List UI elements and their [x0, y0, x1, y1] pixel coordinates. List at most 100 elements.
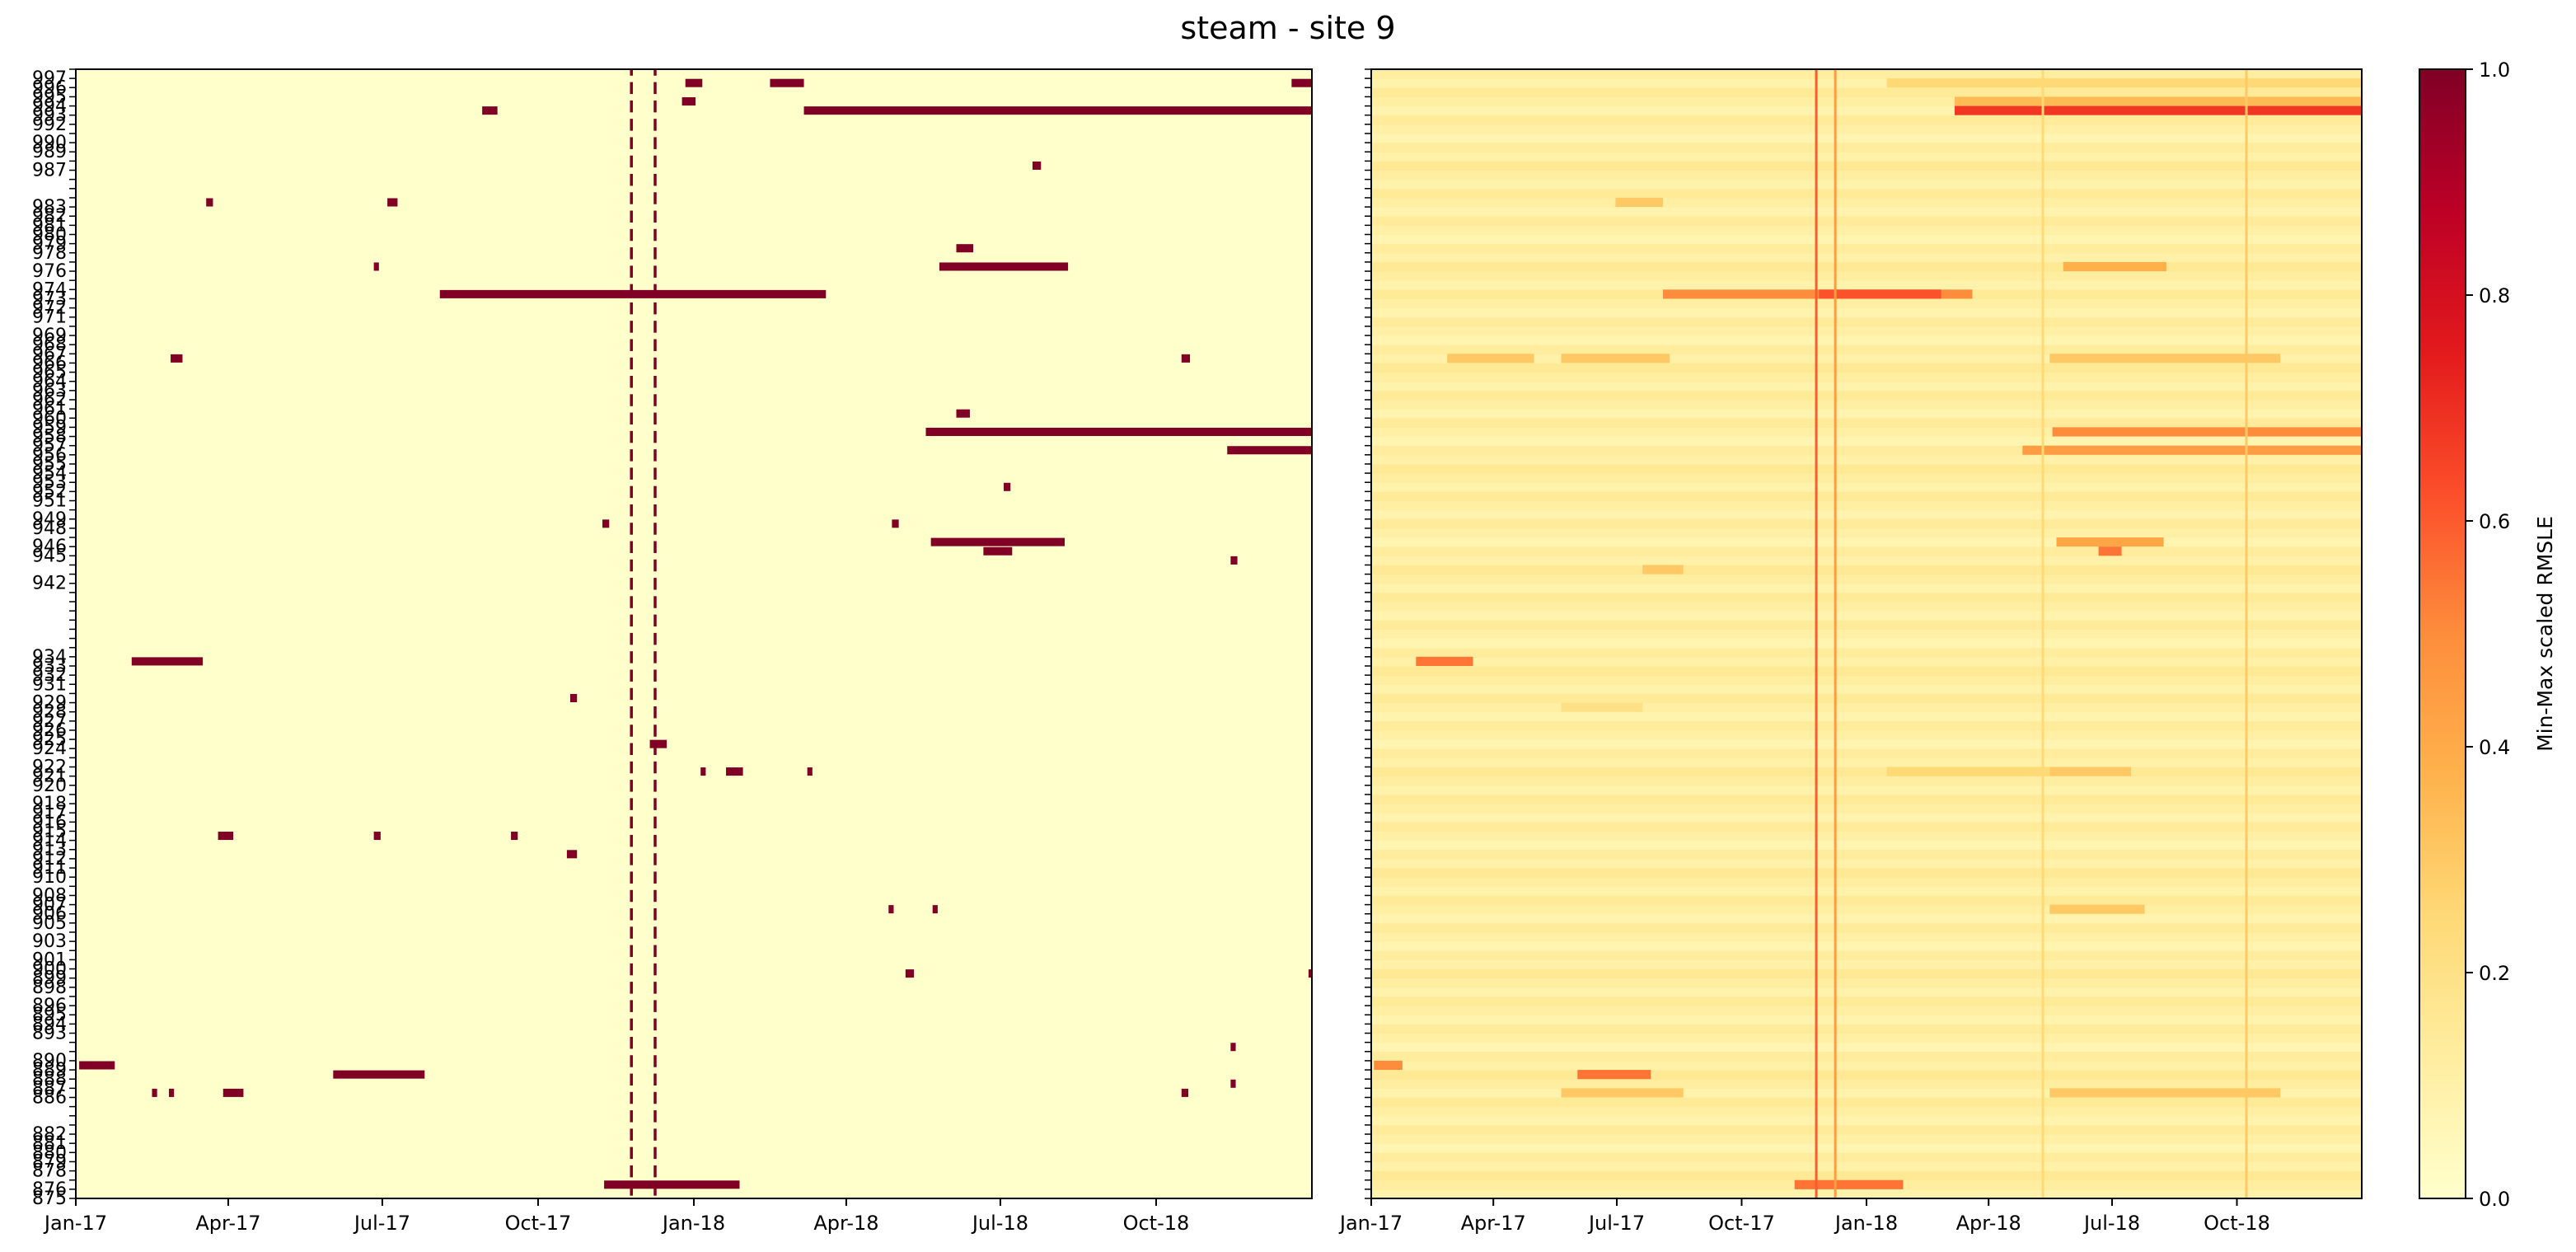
anomaly-segment: [803, 106, 1312, 115]
y-tick-label: 954: [32, 463, 67, 484]
anomaly-spike-mark: [653, 541, 657, 553]
anomaly-segment: [925, 427, 1312, 436]
y-tick-label: 933: [32, 656, 67, 677]
right-x-tick-label: Jan-17: [1338, 1212, 1403, 1235]
anomaly-spike-mark: [630, 1055, 633, 1067]
colorbar: 0.0 0.2 0.4 0.6 0.8 1.0 Min-Max scaled RMSLE: [2419, 59, 2557, 1211]
rmsle-row-band: [1371, 776, 2362, 786]
rmsle-row-band: [1371, 931, 2362, 942]
y-tick-label: 964: [32, 372, 67, 392]
rmsle-row-band: [1371, 665, 2362, 676]
anomaly-spike-mark: [653, 173, 657, 186]
y-tick-label: 880: [32, 1142, 67, 1163]
rmsle-row-band: [1371, 106, 2362, 116]
rmsle-patch: [1615, 197, 1664, 208]
y-tick-label: 921: [32, 767, 67, 787]
anomaly-segment: [807, 767, 813, 776]
rmsle-row-band: [1371, 87, 2362, 97]
anomaly-spike-mark: [630, 1091, 633, 1104]
rmsle-row-band: [1371, 959, 2362, 970]
colorbar-tick-label: 0.4: [2479, 736, 2510, 759]
anomaly-spike-mark: [630, 559, 633, 572]
anomaly-segment: [222, 1088, 244, 1097]
rmsle-row-band: [1371, 647, 2362, 658]
rmsle-patch: [1886, 767, 2050, 776]
y-tick-label: 889: [32, 1060, 67, 1081]
y-tick-label: 976: [32, 261, 67, 282]
rmsle-row-band: [1371, 602, 2362, 612]
y-tick-label: 931: [32, 674, 67, 695]
colorbar-tick-label: 0.8: [2479, 284, 2510, 307]
y-tick-label: 973: [32, 288, 67, 309]
anomaly-segment: [1181, 354, 1191, 363]
y-tick-label: 956: [32, 445, 67, 466]
y-tick-label: 896: [32, 996, 67, 1016]
rmsle-row-band: [1371, 1051, 2362, 1062]
y-tick-label: 898: [32, 978, 67, 998]
rmsle-row-band: [1371, 354, 2362, 363]
anomaly-segment: [570, 1199, 575, 1207]
anomaly-spike-mark: [653, 504, 657, 517]
anomaly-segment: [169, 1088, 175, 1097]
anomaly-spike-mark: [653, 1000, 657, 1012]
rmsle-row-band: [1371, 78, 2362, 88]
anomaly-segment: [939, 262, 1069, 271]
anomaly-spike-mark: [653, 963, 657, 976]
rmsle-row-band: [1371, 143, 2362, 152]
left-x-tick-label: Oct-18: [1123, 1212, 1190, 1235]
anomaly-spike-mark: [653, 284, 657, 297]
rmsle-row-band: [1371, 1042, 2362, 1053]
rmsle-row-band: [1371, 409, 2362, 419]
anomaly-spike-mark: [630, 724, 633, 737]
y-tick-label: 903: [32, 931, 67, 952]
left-x-tick-label: Jan-17: [43, 1212, 107, 1235]
anomaly-segment: [131, 657, 204, 666]
anomaly-segment: [511, 832, 518, 841]
anomaly-spike-mark: [630, 523, 633, 535]
y-tick-label: 917: [32, 803, 67, 823]
anomaly-segment: [602, 519, 610, 528]
rmsle-row-band: [1371, 537, 2362, 547]
rmsle-row-band: [1371, 335, 2362, 345]
rmsle-row-band: [1371, 611, 2362, 621]
y-tick-label: 997: [32, 68, 67, 89]
rmsle-row-band: [1371, 473, 2362, 483]
rmsle-row-band: [1371, 326, 2362, 336]
rmsle-row-band: [1371, 711, 2362, 722]
y-tick-label: 899: [32, 968, 67, 989]
y-tick-label: 900: [32, 959, 67, 980]
y-tick-label: 895: [32, 1005, 67, 1025]
rmsle-row-band: [1371, 252, 2362, 263]
rmsle-row-band: [1371, 261, 2362, 272]
colorbar-tick-label: 1.0: [2479, 59, 2510, 82]
rmsle-row-band: [1371, 509, 2362, 520]
anomaly-segment: [956, 244, 974, 253]
rmsle-patch: [2063, 261, 2166, 272]
anomaly-spike-mark: [630, 247, 633, 260]
left-background: [76, 69, 1312, 1198]
anomaly-segment: [770, 78, 804, 87]
rmsle-row-band: [1371, 904, 2362, 915]
anomaly-spike-mark: [653, 1036, 657, 1049]
y-tick-label: 932: [32, 665, 67, 686]
rmsle-row-band: [1371, 1115, 2362, 1126]
y-tick-label: 974: [32, 279, 67, 300]
anomaly-heatmap-panel: Jan-17 Apr-17 Jul-17 Oct-17 Jan-18 Apr-18 Jul-…: [32, 68, 1313, 1235]
anomaly-segment: [1230, 1079, 1236, 1088]
anomaly-segment: [604, 1180, 740, 1189]
left-x-tick-label: Jul-17: [353, 1212, 410, 1235]
rmsle-row-band: [1371, 96, 2362, 107]
anomaly-spike-mark: [653, 119, 657, 131]
rmsle-row-band: [1371, 280, 2362, 290]
y-tick-label: 989: [32, 142, 67, 162]
y-tick-label: 887: [32, 1078, 67, 1099]
rmsle-row-band: [1371, 133, 2362, 143]
rmsle-row-band: [1371, 216, 2362, 226]
right-x-tick-label: Jul-17: [1587, 1212, 1645, 1235]
rmsle-row-band: [1371, 1143, 2362, 1153]
rmsle-row-band: [1371, 656, 2362, 667]
y-tick-label: 993: [32, 106, 67, 126]
y-tick-label: 918: [32, 794, 67, 814]
rmsle-row-band: [1371, 1070, 2362, 1080]
rmsle-row-band: [1371, 767, 2362, 777]
